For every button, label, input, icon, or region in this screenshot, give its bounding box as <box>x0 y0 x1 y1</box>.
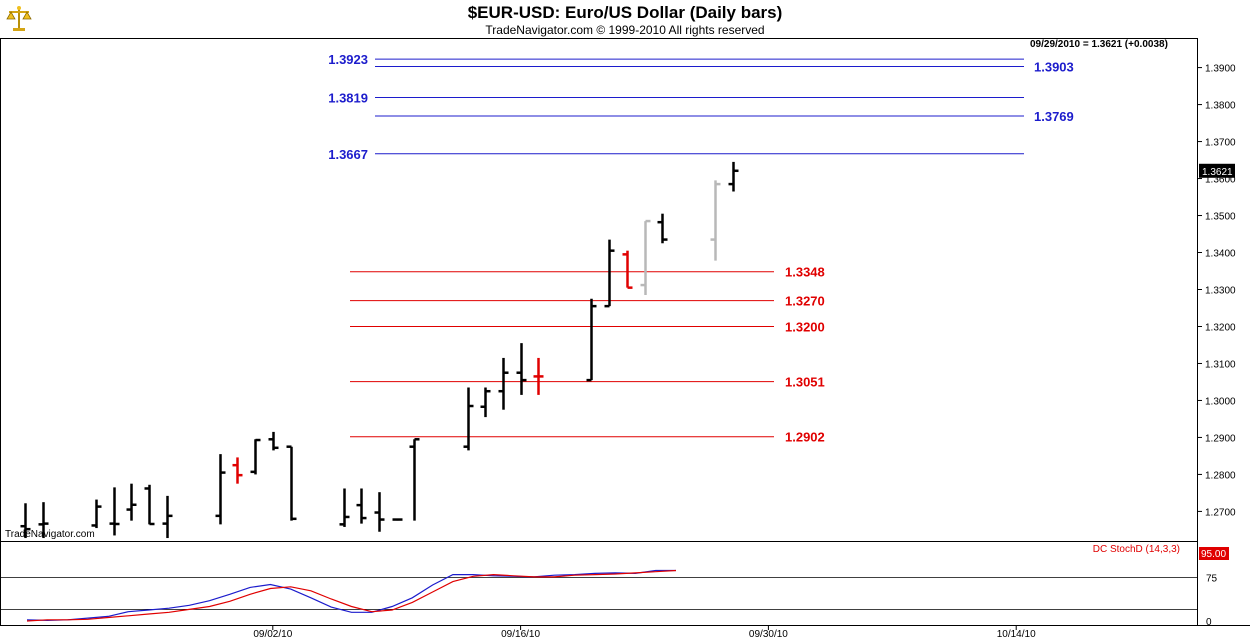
date-axis-tick-label: 10/14/10 <box>997 629 1036 640</box>
oscillator-series-line <box>26 569 677 622</box>
price-axis-tick-label: 1.3500 <box>1205 212 1236 223</box>
date-axis-tick-label: 09/16/10 <box>501 629 540 640</box>
last-price-marker <box>1199 163 1235 178</box>
oscillator-last-value-label: 95.00 <box>1201 549 1226 560</box>
chart-subtitle: TradeNavigator.com © 1999-2010 All right… <box>485 23 765 37</box>
price-axis-tick-label: 1.3700 <box>1205 138 1236 149</box>
support-label: 1.2902 <box>785 430 825 445</box>
date-axis-tick-label: 09/02/10 <box>253 629 292 640</box>
oscillator-axis-tick-label: 75 <box>1206 574 1218 585</box>
oscillator-title: DC StochD (14,3,3) <box>1093 544 1180 555</box>
price-axis-tick-label: 1.3600 <box>1205 175 1236 186</box>
price-axis-tick-label: 1.2700 <box>1205 507 1236 518</box>
resistance-label: 1.3903 <box>1034 59 1074 74</box>
price-axis-tick-label: 1.3300 <box>1205 286 1236 297</box>
last-price-label: 1.3621 <box>1202 167 1233 178</box>
oscillator-series-line <box>26 569 676 622</box>
oscillator-panel-frame <box>0 541 1198 626</box>
support-label: 1.3270 <box>785 294 825 309</box>
date-axis-tick-label: 09/30/10 <box>749 629 788 640</box>
oscillator-last-value-marker <box>1199 547 1229 560</box>
resistance-label: 1.3819 <box>328 91 368 106</box>
watermark: TradeNavigator.com <box>5 529 95 540</box>
support-label: 1.3051 <box>785 375 825 390</box>
last-quote: 09/29/2010 = 1.3621 (+0.0038) <box>1030 39 1168 50</box>
scales-of-justice-logo-icon <box>4 4 34 34</box>
support-label: 1.3200 <box>785 319 825 334</box>
resistance-label: 1.3667 <box>328 147 368 162</box>
price-axis-tick-label: 1.3100 <box>1205 359 1236 370</box>
price-axis-tick-label: 1.3400 <box>1205 249 1236 260</box>
price-axis-tick-label: 1.2900 <box>1205 433 1236 444</box>
price-axis-tick-label: 1.3800 <box>1205 101 1236 112</box>
price-axis-tick-label: 1.3000 <box>1205 396 1236 407</box>
price-panel-frame <box>0 38 1198 542</box>
chart-title: $EUR-USD: Euro/US Dollar (Daily bars) <box>467 3 783 22</box>
support-label: 1.3348 <box>785 265 825 280</box>
price-axis-tick-label: 1.3900 <box>1205 64 1236 75</box>
price-axis-tick-label: 1.2800 <box>1205 470 1236 481</box>
oscillator-axis-tick-label: 0 <box>1206 617 1212 628</box>
price-axis-tick-label: 1.3200 <box>1205 322 1236 333</box>
resistance-label: 1.3769 <box>1034 109 1074 124</box>
resistance-label: 1.3923 <box>328 52 368 67</box>
